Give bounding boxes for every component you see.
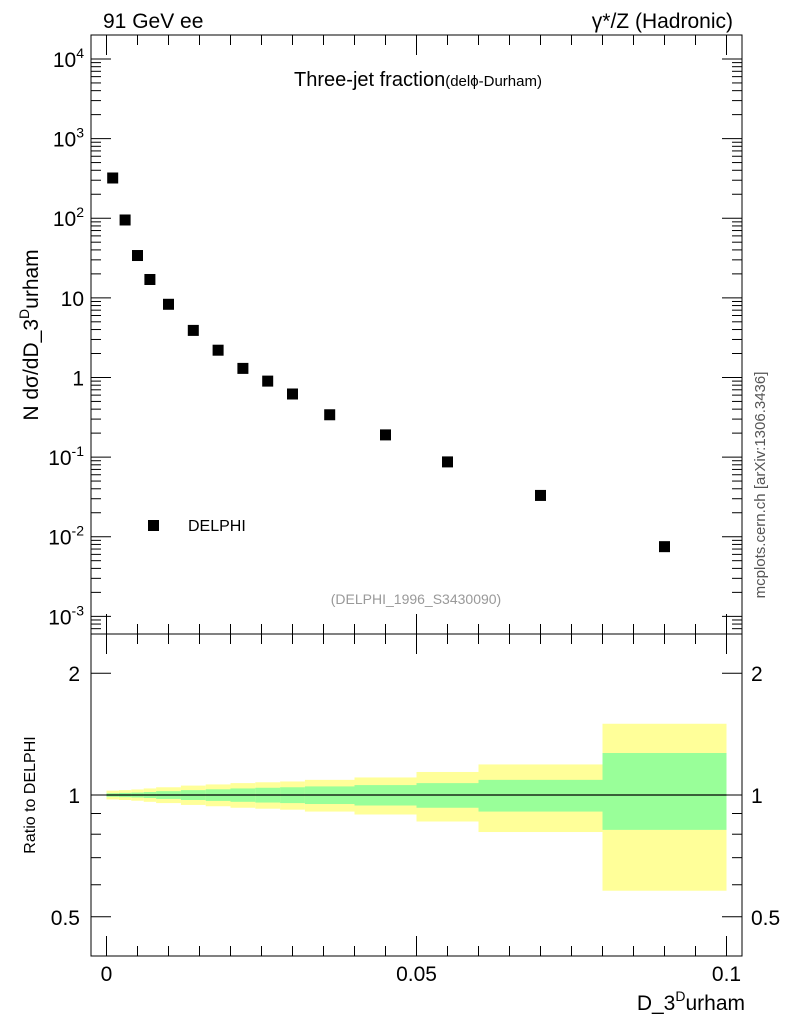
legend-marker <box>148 520 159 531</box>
ratio-y-tick-label-right: 2 <box>751 663 763 686</box>
main-y-tick-label: 104 <box>53 45 84 72</box>
data-point <box>535 489 546 501</box>
main-y-tick-label: 102 <box>53 204 84 231</box>
main-y-tick-label: 10 <box>61 288 84 311</box>
header-left-label: 91 GeV ee <box>103 10 203 33</box>
data-point <box>107 172 119 184</box>
data-point <box>659 541 670 553</box>
chart-title: Three-jet fraction(delϕ-Durham) <box>294 69 542 91</box>
y-axis-label: N dσ/dD_3Durham <box>16 249 43 420</box>
ratio-inner-band-13 <box>478 779 603 812</box>
legend-label: DELPHI <box>188 518 246 535</box>
ratio-y-tick-label-left: 1 <box>68 785 80 808</box>
data-point <box>187 324 199 336</box>
data-point <box>237 362 249 374</box>
main-y-tick-label: 103 <box>53 125 84 152</box>
ratio-y-tick-label-right: 0.5 <box>751 907 780 930</box>
main-y-tick-label: 10-3 <box>48 602 84 629</box>
data-point <box>287 388 298 400</box>
x-tick-label: 0.05 <box>396 963 437 986</box>
ratio-y-tick-label-left: 0.5 <box>51 907 80 930</box>
main-y-tick-label: 10-2 <box>48 523 84 550</box>
ratio-y-axis-label: Ratio to DELPHI <box>22 736 39 853</box>
ratio-y-tick-label-right: 1 <box>751 785 763 808</box>
chart-title-sub: (delϕ-Durham) <box>445 73 542 90</box>
data-point <box>262 375 274 387</box>
ratio-inner-band-14 <box>602 753 727 830</box>
x-axis-label: D_3Durham <box>637 988 745 1015</box>
ratio-bands <box>106 723 727 891</box>
x-tick-label: 0.1 <box>712 963 741 986</box>
header-right-label: γ*/Z (Hadronic) <box>592 10 733 33</box>
data-point <box>380 429 391 441</box>
data-point <box>119 214 131 226</box>
data-points <box>107 172 670 553</box>
data-point <box>324 409 336 421</box>
data-point <box>132 250 143 262</box>
data-point <box>163 298 174 310</box>
chart-title-main: Three-jet fraction <box>294 69 445 91</box>
ratio-axis-ticks <box>91 634 742 957</box>
source-side-label: mcplots.cern.ch [arXiv:1306.3436] <box>752 372 769 599</box>
data-point <box>144 273 156 285</box>
main-y-tick-label: 1 <box>72 367 84 390</box>
ratio-y-tick-labels: 2 2 1 1 0.5 0.5 <box>51 663 780 930</box>
ratio-y-tick-label-left: 2 <box>68 663 80 686</box>
x-tick-label: 0 <box>101 963 113 986</box>
legend: DELPHI <box>148 518 246 535</box>
analysis-id-label: (DELPHI_1996_S3430090) <box>331 591 501 607</box>
data-point <box>212 344 224 356</box>
main-y-tick-label: 10-1 <box>48 443 84 470</box>
main-axis-ticks <box>91 34 742 635</box>
data-point <box>442 456 453 468</box>
x-tick-labels: 0 0.05 0.1 <box>101 963 741 986</box>
